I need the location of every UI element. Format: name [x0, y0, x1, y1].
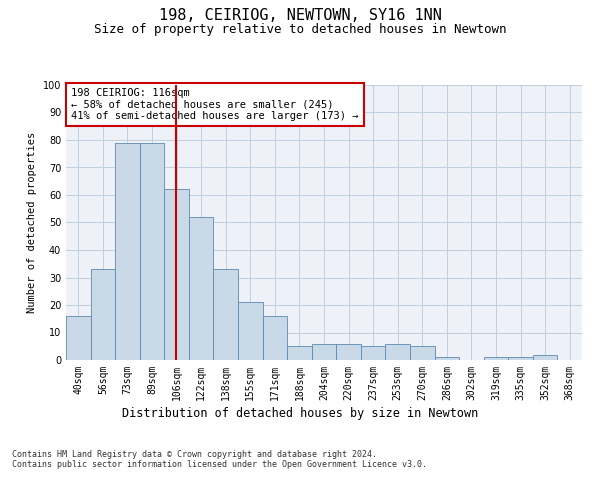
Bar: [140, 143, 164, 360]
Bar: [533, 354, 557, 360]
Bar: [91, 269, 115, 360]
Bar: [287, 346, 312, 360]
Bar: [164, 190, 189, 360]
Text: Size of property relative to detached houses in Newtown: Size of property relative to detached ho…: [94, 22, 506, 36]
Text: Distribution of detached houses by size in Newtown: Distribution of detached houses by size …: [122, 408, 478, 420]
Bar: [263, 316, 287, 360]
Bar: [385, 344, 410, 360]
Bar: [434, 357, 459, 360]
Bar: [238, 302, 263, 360]
Text: Contains HM Land Registry data © Crown copyright and database right 2024.
Contai: Contains HM Land Registry data © Crown c…: [12, 450, 427, 469]
Bar: [410, 346, 434, 360]
Bar: [484, 357, 508, 360]
Text: 198 CEIRIOG: 116sqm
← 58% of detached houses are smaller (245)
41% of semi-detac: 198 CEIRIOG: 116sqm ← 58% of detached ho…: [71, 88, 359, 121]
Text: 198, CEIRIOG, NEWTOWN, SY16 1NN: 198, CEIRIOG, NEWTOWN, SY16 1NN: [158, 8, 442, 22]
Y-axis label: Number of detached properties: Number of detached properties: [27, 132, 37, 313]
Bar: [115, 143, 140, 360]
Bar: [214, 269, 238, 360]
Bar: [189, 217, 214, 360]
Bar: [312, 344, 336, 360]
Bar: [66, 316, 91, 360]
Bar: [336, 344, 361, 360]
Bar: [508, 357, 533, 360]
Bar: [361, 346, 385, 360]
